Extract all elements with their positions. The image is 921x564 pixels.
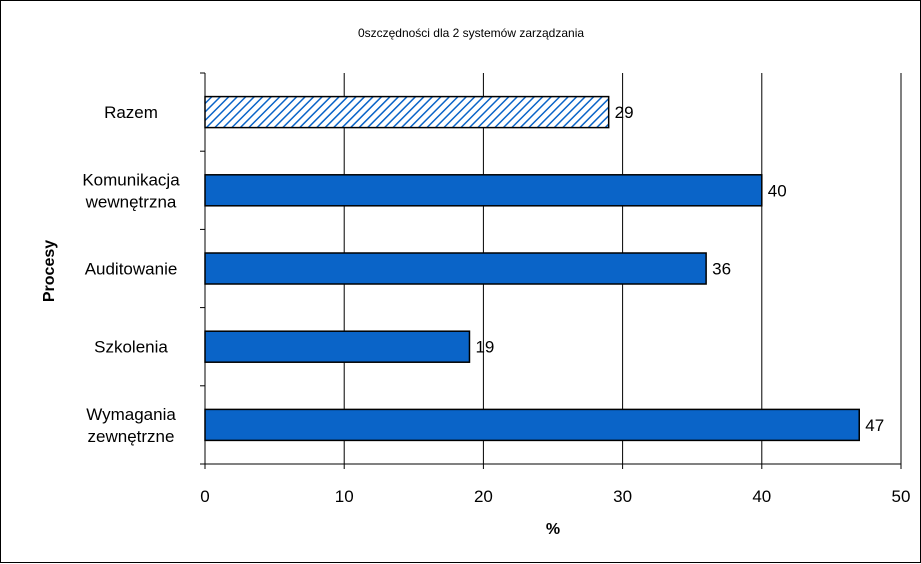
- data-label: 19: [475, 338, 494, 357]
- chart-title: 0szczędności dla 2 systemów zarządzania: [358, 26, 584, 40]
- x-tick-label: 10: [335, 487, 354, 506]
- category-label: Szkolenia: [94, 338, 168, 357]
- y-axis-title: Procesy: [41, 240, 58, 302]
- data-label: 47: [865, 416, 884, 435]
- x-tick-label: 40: [752, 487, 771, 506]
- bar: [204, 330, 471, 363]
- bar: [204, 408, 860, 442]
- x-tick-label: 20: [474, 487, 493, 506]
- data-label: 29: [615, 103, 634, 122]
- bars: [204, 95, 860, 442]
- bar: [204, 174, 763, 207]
- labels: 0 10 20 30 40 50 29 Razem 40 Komunikacja wewnętrzn…: [82, 103, 910, 506]
- category-label: Razem: [104, 103, 158, 122]
- x-tick-label: 30: [613, 487, 632, 506]
- category-label: Auditowanie: [85, 260, 178, 279]
- x-tick-label: 0: [200, 487, 209, 506]
- data-label: 36: [712, 260, 731, 279]
- data-label: 40: [768, 181, 787, 200]
- x-axis-title: %: [546, 521, 560, 538]
- category-label: Komunikacja wewnętrzna: [82, 170, 180, 211]
- bar: [204, 95, 610, 129]
- bar: [204, 252, 707, 285]
- x-tick-label: 50: [892, 487, 911, 506]
- category-label: Wymagania zewnętrzne: [86, 405, 176, 446]
